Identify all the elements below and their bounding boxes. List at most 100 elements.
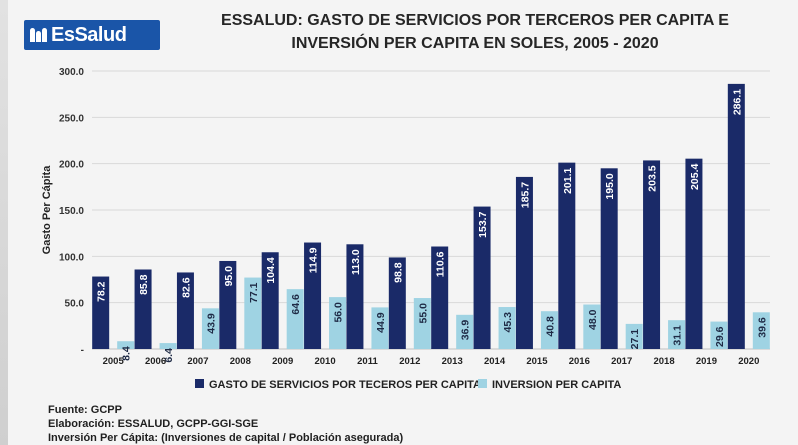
bar-inversion bbox=[201, 308, 219, 349]
data-label-inversion: 44.9 bbox=[375, 312, 387, 333]
bar-inversion bbox=[413, 298, 431, 349]
bar-gasto bbox=[600, 168, 618, 349]
y-axis-label: Gasto Per Cápita bbox=[41, 165, 53, 255]
bar-inversion bbox=[371, 307, 389, 349]
data-label-inversion: 8.4 bbox=[121, 346, 133, 361]
chart-title-line-1: ESSALUD: GASTO DE SERVICIOS POR TERCEROS… bbox=[221, 12, 729, 29]
x-tick-label: 2016 bbox=[569, 356, 590, 367]
legend-label-inversion: INVERSION PER CAPITA bbox=[492, 379, 621, 391]
y-tick-label: 150.0 bbox=[59, 206, 84, 217]
bar-gasto bbox=[261, 252, 279, 349]
data-label-inversion: 31.1 bbox=[672, 325, 684, 346]
data-label-gasto: 78.2 bbox=[96, 281, 108, 302]
x-tick-label: 2009 bbox=[272, 356, 293, 367]
legend-label-gasto: GASTO DE SERVICIOS POR TECEROS PER CAPIT… bbox=[209, 379, 481, 391]
x-tick-label: 2018 bbox=[653, 356, 674, 367]
bar-inversion bbox=[710, 321, 728, 349]
x-tick-label: 2020 bbox=[738, 356, 759, 367]
data-label-inversion: 6.4 bbox=[163, 348, 175, 363]
data-label-inversion: 48.0 bbox=[587, 309, 599, 330]
legend-swatch bbox=[478, 379, 487, 388]
bar-inversion bbox=[456, 314, 474, 349]
x-tick-label: 2017 bbox=[611, 356, 632, 367]
data-label-gasto: 286.1 bbox=[731, 89, 743, 115]
bar-gasto bbox=[92, 276, 110, 349]
x-tick-label: 2011 bbox=[357, 356, 378, 367]
logo-text: EsSalud bbox=[51, 23, 127, 46]
bar-gasto bbox=[346, 244, 364, 349]
bar-gasto bbox=[727, 83, 745, 349]
data-label-inversion: 39.6 bbox=[756, 317, 768, 338]
bar-inversion bbox=[498, 307, 516, 349]
data-label-gasto: 82.6 bbox=[180, 277, 192, 298]
y-tick-label: 200.0 bbox=[59, 160, 84, 171]
bar-gasto bbox=[685, 158, 703, 349]
x-tick-label: 2012 bbox=[399, 356, 420, 367]
y-tick-label: 300.0 bbox=[59, 67, 84, 78]
data-label-gasto: 110.6 bbox=[435, 251, 447, 277]
x-tick-label: 2006 bbox=[145, 356, 166, 367]
data-label-inversion: 77.1 bbox=[248, 282, 260, 303]
bar-gasto bbox=[515, 176, 533, 349]
footer-source: Fuente: GCPP bbox=[48, 404, 122, 416]
bar-inversion bbox=[752, 312, 770, 349]
data-label-gasto: 203.5 bbox=[647, 165, 659, 191]
x-tick-label: 2005 bbox=[103, 356, 125, 367]
bar-gasto bbox=[134, 269, 152, 349]
x-tick-label: 2013 bbox=[442, 356, 463, 367]
data-label-inversion: 27.1 bbox=[629, 329, 641, 350]
bar-gasto bbox=[558, 162, 576, 349]
data-label-inversion: 29.6 bbox=[714, 326, 726, 347]
y-tick-label: 100.0 bbox=[59, 252, 84, 263]
bar-chart: - 50.0 100.0 150.0 200.0 250.0 300.0 Gasto Per … bbox=[41, 67, 770, 391]
data-label-inversion: 43.9 bbox=[205, 313, 217, 334]
bar-inversion bbox=[625, 323, 643, 349]
left-stripe bbox=[0, 0, 8, 445]
bar-gasto bbox=[388, 257, 406, 349]
data-label-gasto: 205.4 bbox=[689, 164, 701, 190]
data-label-gasto: 153.7 bbox=[477, 211, 489, 237]
x-tick-label: 2014 bbox=[484, 356, 506, 367]
data-label-gasto: 114.9 bbox=[308, 247, 320, 273]
footer-definition: Inversión Per Cápita: (Inversiones de ca… bbox=[48, 432, 404, 444]
bar-gasto bbox=[304, 242, 322, 349]
bar-gasto bbox=[219, 260, 237, 349]
data-label-inversion: 40.8 bbox=[544, 316, 556, 337]
y-tick-label: 50.0 bbox=[65, 299, 85, 310]
footer-notes: Fuente: GCPP Elaboración: ESSALUD, GCPP-… bbox=[48, 403, 403, 445]
data-label-gasto: 195.0 bbox=[604, 173, 616, 199]
family-icon bbox=[30, 28, 47, 42]
y-tick-label: - bbox=[81, 345, 84, 356]
data-label-gasto: 95.0 bbox=[223, 266, 235, 287]
x-tick-label: 2008 bbox=[230, 356, 251, 367]
data-label-gasto: 98.8 bbox=[392, 262, 404, 283]
data-label-inversion: 56.0 bbox=[333, 302, 345, 323]
bar-inversion bbox=[244, 277, 262, 349]
data-label-gasto: 201.1 bbox=[562, 167, 574, 193]
bar-gasto bbox=[473, 206, 491, 349]
chart-title-line-2: INVERSIÓN PER CAPITA EN SOLES, 2005 - 20… bbox=[291, 35, 659, 52]
bar-inversion bbox=[159, 343, 177, 349]
data-label-inversion: 55.0 bbox=[417, 303, 429, 324]
x-tick-label: 2010 bbox=[314, 356, 335, 367]
bar-gasto bbox=[431, 246, 449, 349]
x-tick-label: 2015 bbox=[526, 356, 548, 367]
data-label-inversion: 36.9 bbox=[460, 320, 472, 341]
bar-inversion bbox=[329, 297, 347, 349]
bar-gasto bbox=[176, 272, 194, 349]
data-label-inversion: 64.6 bbox=[290, 294, 302, 315]
x-tick-label: 2007 bbox=[187, 356, 208, 367]
data-label-gasto: 85.8 bbox=[138, 274, 150, 295]
data-label-gasto: 104.4 bbox=[265, 257, 277, 283]
data-label-gasto: 185.7 bbox=[519, 182, 531, 208]
data-label-gasto: 113.0 bbox=[350, 249, 362, 275]
chart-title: ESSALUD: GASTO DE SERVICIOS POR TERCEROS… bbox=[180, 9, 770, 55]
bar-inversion bbox=[540, 311, 558, 349]
bar-inversion bbox=[286, 289, 304, 349]
bar-inversion bbox=[583, 304, 601, 349]
y-tick-label: 250.0 bbox=[59, 113, 84, 124]
data-label-inversion: 45.3 bbox=[502, 312, 514, 333]
footer-elaboration: Elaboración: ESSALUD, GCPP-GGI-SGE bbox=[48, 418, 259, 430]
x-tick-label: 2019 bbox=[696, 356, 717, 367]
bar-inversion bbox=[668, 320, 686, 349]
